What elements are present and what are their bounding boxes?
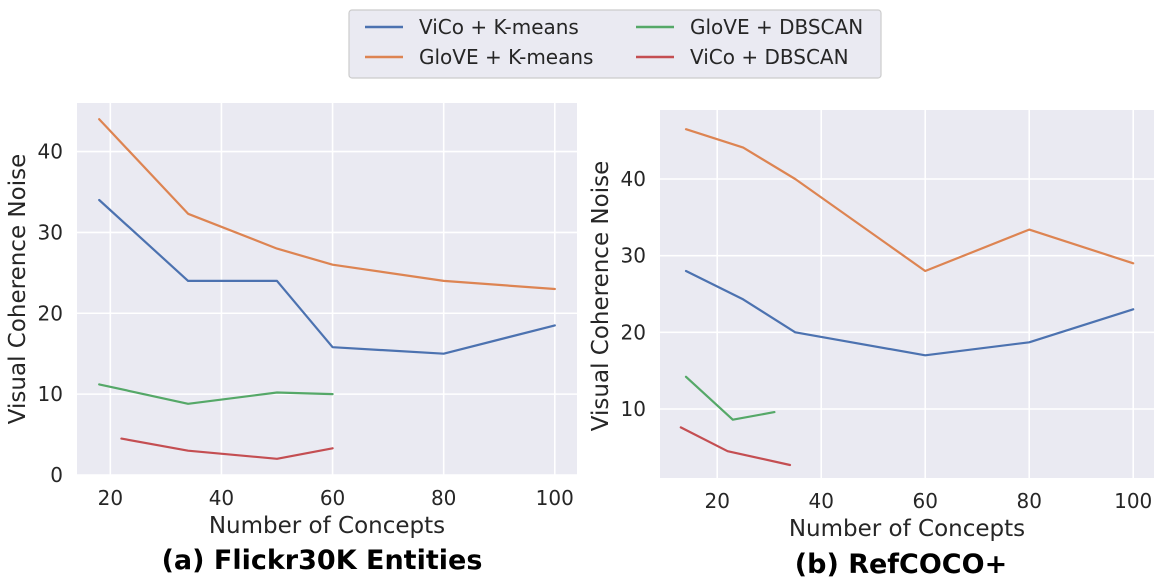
y-tick-0-a: 0 bbox=[50, 463, 63, 487]
x-tick-40-a: 40 bbox=[209, 486, 234, 510]
legend-label-vico-dbscan: ViCo + DBSCAN bbox=[690, 45, 849, 69]
caption-b: (b) RefCOCO+ bbox=[795, 549, 1007, 580]
y-tick-labels-a: 0 10 20 30 40 bbox=[38, 140, 63, 487]
y-tick-10-b: 10 bbox=[621, 397, 646, 421]
x-tick-20-b: 20 bbox=[704, 489, 729, 513]
plot-area-a bbox=[77, 103, 577, 475]
y-tick-labels-b: 10 20 30 40 bbox=[621, 167, 646, 421]
x-tick-80-a: 80 bbox=[431, 486, 456, 510]
y-tick-20-a: 20 bbox=[38, 301, 63, 325]
x-tick-labels-b: 20 40 60 80 100 bbox=[704, 489, 1152, 513]
legend-label-vico-k-means: ViCo + K-means bbox=[419, 15, 579, 39]
x-tick-80-b: 80 bbox=[1016, 489, 1041, 513]
series-line-glove-k-means-b bbox=[684, 128, 1135, 273]
x-tick-40-b: 40 bbox=[808, 489, 833, 513]
x-tick-100-b: 100 bbox=[1114, 489, 1152, 513]
series-line-glove-dbscan-a bbox=[98, 383, 334, 405]
x-tick-20-a: 20 bbox=[98, 486, 123, 510]
y-tick-10-a: 10 bbox=[38, 382, 63, 406]
series-a bbox=[98, 118, 556, 460]
legend: ViCo + K-means GloVE + K-means GloVE + DBS… bbox=[348, 9, 882, 79]
x-tick-100-a: 100 bbox=[536, 486, 574, 510]
x-tick-labels-a: 20 40 60 80 100 bbox=[98, 486, 574, 510]
series-b bbox=[679, 128, 1135, 467]
y-tick-40-a: 40 bbox=[38, 140, 63, 164]
y-tick-30-b: 30 bbox=[621, 244, 646, 268]
chart-flickr30k: 20 40 60 80 100 0 10 20 30 40 Number of Concepts… bbox=[5, 103, 577, 576]
series-line-vico-dbscan-a bbox=[120, 437, 334, 460]
y-tick-40-b: 40 bbox=[621, 167, 646, 191]
y-axis-label-b: Visual Coherence Noise bbox=[588, 161, 614, 431]
legend-label-glove-dbscan: GloVE + DBSCAN bbox=[690, 15, 863, 39]
legend-box bbox=[348, 9, 882, 79]
y-tick-20-b: 20 bbox=[621, 320, 646, 344]
x-axis-label-b: Number of Concepts bbox=[789, 516, 1025, 542]
x-tick-60-a: 60 bbox=[320, 486, 345, 510]
x-tick-60-b: 60 bbox=[912, 489, 937, 513]
x-axis-label-a: Number of Concepts bbox=[209, 513, 445, 539]
series-line-glove-dbscan-b bbox=[684, 375, 776, 421]
y-axis-label-a: Visual Coherence Noise bbox=[5, 154, 31, 424]
plot-area-b bbox=[660, 110, 1154, 478]
series-line-vico-dbscan-b bbox=[679, 426, 792, 467]
legend-label-glove-k-means: GloVE + K-means bbox=[419, 45, 593, 69]
series-line-vico-k-means-b bbox=[684, 269, 1135, 357]
grid-b bbox=[660, 110, 1154, 478]
series-line-glove-k-means-a bbox=[98, 118, 556, 291]
y-tick-30-a: 30 bbox=[38, 220, 63, 244]
series-line-vico-k-means-a bbox=[98, 198, 556, 355]
caption-a: (a) Flickr30K Entities bbox=[162, 545, 483, 576]
